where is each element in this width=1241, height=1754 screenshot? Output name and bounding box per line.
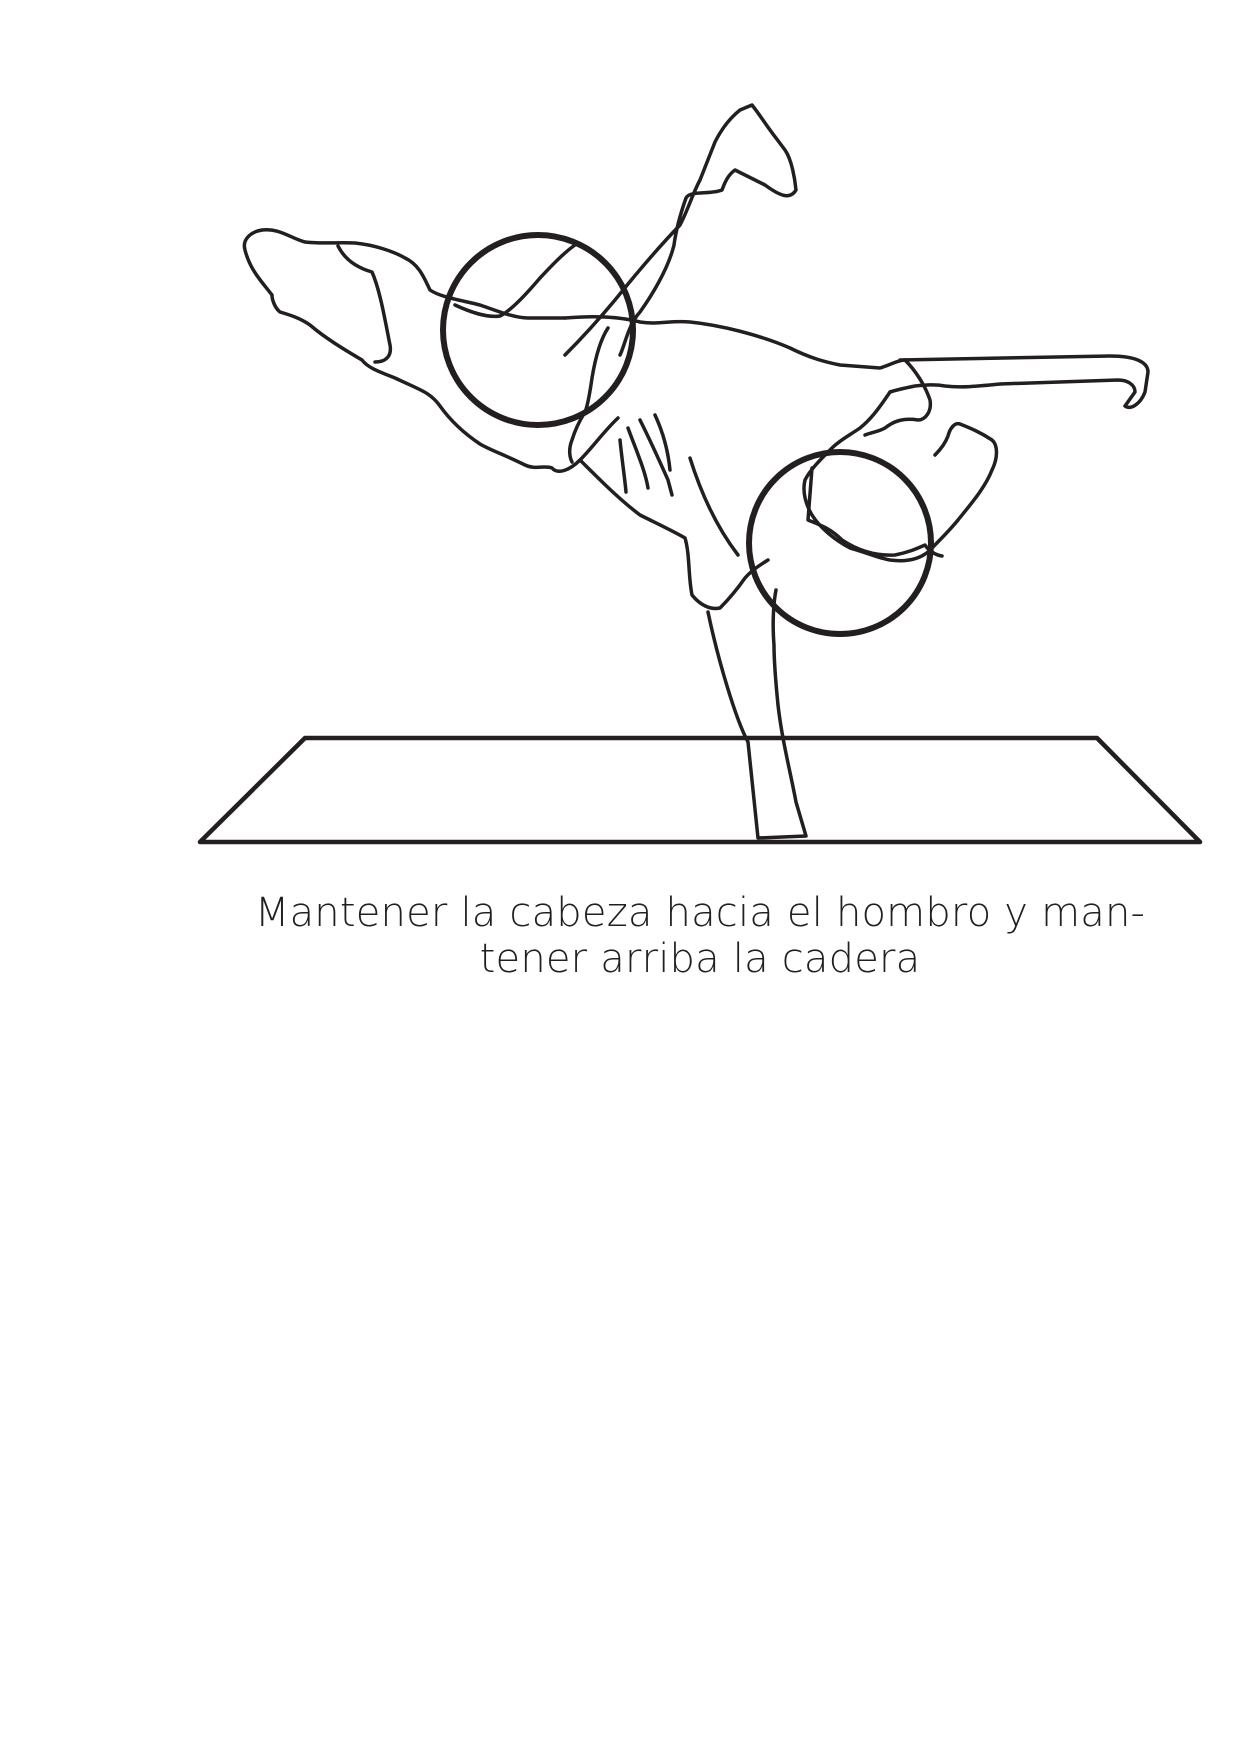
breakdance-freeze-illustration — [197, 103, 1203, 845]
instruction-caption: Mantener la cabeza hacia el hombro y man… — [190, 890, 1210, 982]
lower-leg-calf-detail — [336, 244, 393, 364]
back-arm — [888, 354, 1150, 410]
caption-line-1: Mantener la cabeza hacia el hombro y man… — [254, 890, 1146, 936]
upper-leg-knee — [453, 243, 577, 319]
lower-leg — [242, 228, 620, 473]
head-focus-circle — [440, 232, 636, 428]
upper-leg — [563, 103, 798, 357]
fold-line-2 — [626, 426, 650, 490]
fold-line-3 — [638, 418, 674, 497]
caption-line-2: tener arriba la cadera — [479, 936, 921, 982]
torso-underside — [578, 458, 770, 611]
hip-crease — [806, 466, 944, 558]
support-arm — [706, 588, 808, 840]
fold-line-5 — [688, 456, 740, 557]
hood-contour — [863, 358, 933, 437]
hip-focus-circle — [746, 449, 934, 637]
fold-line-1 — [618, 438, 628, 494]
shoulder-crease — [567, 326, 610, 464]
floor-mat — [197, 735, 1203, 845]
fold-line-4 — [653, 413, 672, 472]
torso — [563, 315, 907, 370]
